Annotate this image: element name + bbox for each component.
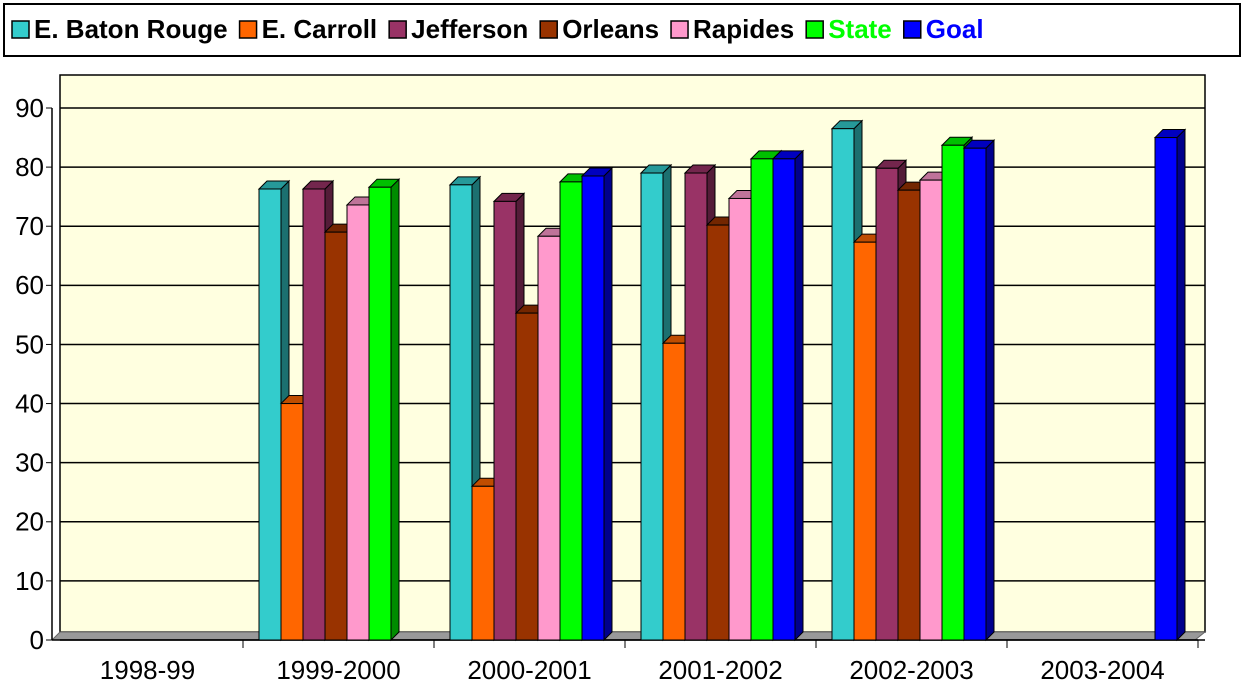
bar-front [493, 200, 517, 641]
bar-front [302, 188, 326, 641]
bar-front [537, 235, 561, 641]
bar-front [258, 188, 282, 641]
bar-front [324, 231, 348, 641]
bar [1153, 128, 1187, 642]
x-tick-label: 2000-2001 [467, 655, 591, 685]
legend-swatch [388, 20, 407, 39]
bar-front [640, 172, 664, 641]
bar [580, 166, 614, 642]
legend-swatch [238, 20, 258, 39]
legend-swatch [11, 20, 30, 39]
legend-swatch [805, 20, 824, 39]
bar [771, 149, 805, 642]
legend-label: E. Baton Rouge [34, 14, 228, 44]
bar-side [794, 149, 804, 642]
bar-side [603, 166, 613, 642]
y-tick-label: 10 [15, 566, 44, 596]
bar-front [941, 144, 965, 641]
bar-front [346, 204, 370, 641]
legend-swatch [539, 20, 558, 39]
legend: E. Baton Rouge E. Carroll Jefferson Orleans… [3, 3, 1241, 57]
x-tick-label: 1998-99 [100, 655, 195, 685]
legend-label: Goal [926, 14, 984, 44]
bar-front [449, 184, 473, 641]
legend-swatch [670, 20, 689, 39]
bar-front [559, 181, 583, 641]
bar-front [515, 312, 539, 641]
bar-side [1176, 128, 1186, 642]
bar-front [368, 186, 392, 641]
bar-front [684, 172, 708, 641]
y-tick-label: 50 [15, 329, 44, 359]
bar-front [706, 224, 730, 641]
y-tick-label: 0 [30, 625, 44, 655]
bar-front [963, 147, 987, 641]
legend-swatch [903, 20, 922, 39]
bar-front [897, 189, 921, 641]
back-wall [59, 74, 1206, 633]
bar-side [985, 138, 995, 642]
bar-front [1154, 137, 1178, 641]
y-tick-label: 30 [15, 448, 44, 478]
bar [962, 138, 996, 642]
floor [50, 631, 1207, 641]
legend-label: Rapides [693, 14, 794, 44]
x-tick-label: 1999-2000 [276, 655, 400, 685]
y-tick-label: 40 [15, 388, 44, 418]
legend-label: Orleans [562, 14, 659, 44]
bar-front [853, 241, 877, 641]
y-tick-label: 60 [15, 270, 44, 300]
y-tick-label: 90 [15, 93, 44, 123]
bar-side [390, 178, 400, 642]
y-tick-label: 20 [15, 507, 44, 537]
bar-front [919, 179, 943, 641]
bar-front [280, 403, 304, 641]
bar-front [750, 158, 774, 641]
x-tick-label: 2003-2004 [1040, 655, 1164, 685]
bar-front [772, 158, 796, 641]
x-tick-label: 2002-2003 [849, 655, 973, 685]
bar-front [581, 175, 605, 641]
legend-label: E. Carroll [262, 14, 378, 44]
y-tick-label: 80 [15, 152, 44, 182]
bar-front [831, 128, 855, 641]
bar-front [471, 485, 495, 641]
bar-front [662, 342, 686, 641]
bar-front [728, 197, 752, 641]
x-tick-label: 2001-2002 [658, 655, 782, 685]
y-tick-label: 70 [15, 211, 44, 241]
legend-label: Jefferson [411, 14, 528, 44]
bar-front [875, 167, 899, 641]
legend-label: State [828, 14, 892, 44]
legend-box [3, 3, 1241, 57]
bar [367, 178, 401, 642]
